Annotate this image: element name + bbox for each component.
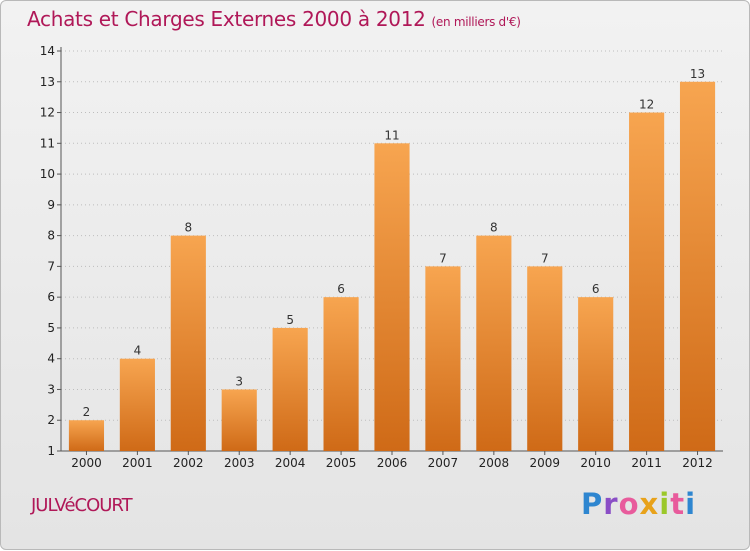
x-tick-label-2006: 2006 [377,456,408,470]
x-tick-label-2011: 2011 [631,456,662,470]
brand-letter: t [670,487,686,521]
y-tick-label: 6 [47,290,55,304]
bar-2002 [170,235,206,451]
y-tick-label: 14 [40,44,55,58]
bar-2009 [527,266,563,451]
chart-title: Achats et Charges Externes 2000 à 2012 (e… [27,7,521,31]
y-tick-label: 4 [47,352,55,366]
value-label-2006: 11 [384,128,399,142]
y-tick-label: 9 [47,198,55,212]
value-label-2009: 7 [541,251,549,265]
bars [68,81,716,452]
value-label-2007: 7 [439,251,447,265]
value-label-2002: 8 [184,221,192,235]
y-tick-label: 2 [47,413,55,427]
value-label-2004: 5 [286,313,294,327]
value-label-2011: 12 [639,98,654,112]
bar-2011 [629,112,665,452]
bar-2006 [374,143,410,452]
y-tick-label: 10 [40,167,55,181]
bar-2012 [679,81,716,452]
x-tick-label-2004: 2004 [275,456,306,470]
x-tick-label-2005: 2005 [326,456,357,470]
y-tick-label: 7 [47,259,55,273]
bar-2000 [68,420,105,451]
y-tick-label: 5 [47,321,55,335]
x-tick-label-2003: 2003 [224,456,255,470]
value-label-2003: 3 [235,374,243,388]
y-tick-label: 11 [40,136,55,150]
brand-letter: i [685,487,697,521]
x-tick-label-2008: 2008 [479,456,510,470]
bar-2008 [476,235,512,451]
brand-letter: o [618,487,640,521]
proxiti-logo: Proxiti [581,487,696,521]
x-tick-label-2002: 2002 [173,456,204,470]
value-label-2001: 4 [134,344,142,358]
brand-letter: x [639,487,660,521]
chart-title-text: Achats et Charges Externes 2000 à 2012 [27,7,426,31]
value-label-2005: 6 [337,282,345,296]
x-tick-label-2001: 2001 [122,456,153,470]
labels: 1234567891011121314220004200182002320035… [40,44,713,470]
bar-2004 [272,327,308,451]
y-tick-label: 13 [40,75,55,89]
x-tick-label-2009: 2009 [529,456,560,470]
x-tick-label-2000: 2000 [71,456,102,470]
x-tick-label-2012: 2012 [682,456,713,470]
y-tick-label: 12 [40,106,55,120]
chart-unit: (en milliers d'€) [431,15,521,29]
value-label-2010: 6 [592,282,600,296]
bar-2010 [578,297,614,451]
y-tick-label: 3 [47,382,55,396]
brand-letter: P [581,487,604,521]
y-tick-label: 8 [47,229,55,243]
bar-2005 [323,297,359,451]
commune-name: JULVéCOURT [31,495,133,516]
x-tick-label-2010: 2010 [580,456,611,470]
value-label-2008: 8 [490,221,498,235]
brand-letter: i [659,487,671,521]
brand-letter: r [603,487,619,521]
bar-2003 [221,389,257,451]
value-label-2000: 2 [83,405,91,419]
bar-2007 [425,266,461,451]
x-tick-label-2007: 2007 [428,456,459,470]
value-label-2012: 13 [690,67,705,81]
bar-2001 [119,358,155,451]
y-tick-label: 1 [47,444,55,458]
